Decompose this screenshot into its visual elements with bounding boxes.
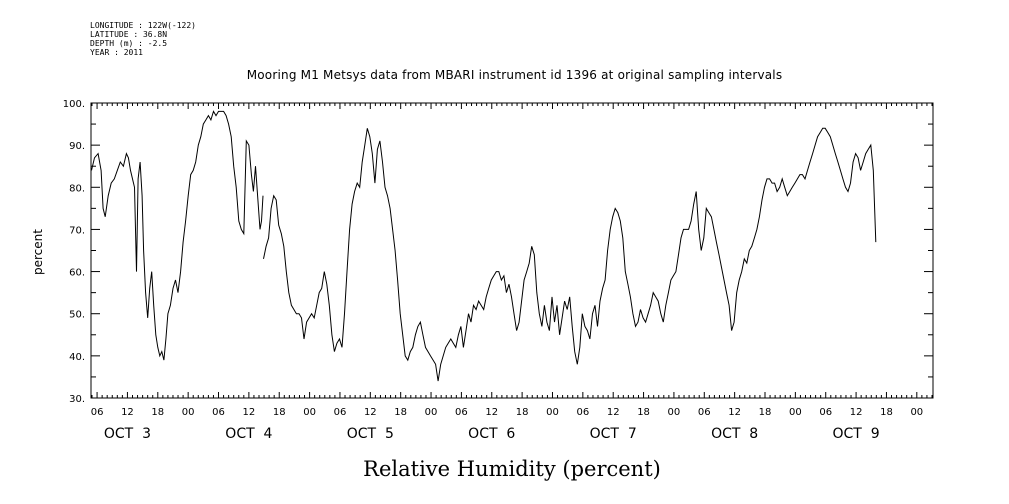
y-axis-label: percent xyxy=(31,229,45,275)
x-tick-label: 00 xyxy=(303,407,316,418)
x-tick-label: 18 xyxy=(516,407,529,418)
longitude-label: LONGITUDE : 122W(-122) xyxy=(90,21,196,30)
x-tick-label: 12 xyxy=(850,407,863,418)
x-tick-label: 12 xyxy=(485,407,498,418)
x-day-label: OCT 6 xyxy=(468,426,515,442)
x-tick-label: 18 xyxy=(394,407,407,418)
humidity-series-line xyxy=(91,110,264,361)
y-tick-label: 90. xyxy=(69,141,85,152)
x-day-label: OCT 8 xyxy=(711,426,758,442)
x-day-label: OCT 4 xyxy=(225,426,272,442)
plot-frame xyxy=(90,102,934,399)
x-tick-label: 12 xyxy=(607,407,620,418)
x-tick-label: 18 xyxy=(151,407,164,418)
x-day-label: OCT 9 xyxy=(833,426,880,442)
x-tick-label: 18 xyxy=(637,407,650,418)
x-tick-label: 12 xyxy=(364,407,377,418)
x-tick-label: 06 xyxy=(698,407,711,418)
x-tick-label: 06 xyxy=(212,407,225,418)
x-day-label: OCT 7 xyxy=(590,426,637,442)
x-tick-label: 18 xyxy=(273,407,286,418)
x-tick-label: 00 xyxy=(182,407,195,418)
year-label: YEAR : 2011 xyxy=(90,48,143,57)
x-tick-label: 06 xyxy=(91,407,104,418)
x-tick-label: 12 xyxy=(243,407,256,418)
axes-group: 30. 40. 50. 60. 70. 80. 90. 100. 06 12 18 00 06 12 18 0… xyxy=(63,99,934,442)
x-tick-label: 18 xyxy=(759,407,772,418)
y-tick-label: 30. xyxy=(69,394,85,405)
y-tick-label: 50. xyxy=(69,310,85,321)
y-tick-label: 40. xyxy=(69,352,85,363)
x-tick-label: 12 xyxy=(728,407,741,418)
x-tick-label: 00 xyxy=(546,407,559,418)
x-tick-label: 18 xyxy=(880,407,893,418)
x-tick-label: 00 xyxy=(425,407,438,418)
x-tick-label: 06 xyxy=(819,407,832,418)
y-tick-label: 70. xyxy=(69,225,85,236)
x-tick-label: 00 xyxy=(789,407,802,418)
x-tick-label: 12 xyxy=(121,407,134,418)
x-tick-label: 06 xyxy=(576,407,589,418)
y-tick-label: 80. xyxy=(69,183,85,194)
x-tick-label: 06 xyxy=(334,407,347,418)
x-tick-label: 06 xyxy=(455,407,468,418)
x-day-label: OCT 5 xyxy=(347,426,394,442)
x-day-label: OCT 3 xyxy=(104,426,151,442)
x-tick-label: 00 xyxy=(910,407,923,418)
y-tick-label: 100. xyxy=(63,99,85,110)
x-axis-label: Relative Humidity (percent) xyxy=(363,457,661,481)
metadata-block: LONGITUDE : 122W(-122) LATITUDE : 36.8N … xyxy=(90,21,196,57)
latitude-label: LATITUDE : 36.8N xyxy=(90,30,168,39)
humidity-series-line xyxy=(263,127,877,382)
y-tick-label: 60. xyxy=(69,268,85,279)
chart-title: Mooring M1 Metsys data from MBARI instru… xyxy=(246,68,783,82)
plot-area xyxy=(91,110,877,382)
x-tick-label: 00 xyxy=(668,407,681,418)
depth-label: DEPTH (m) : -2.5 xyxy=(90,39,168,48)
